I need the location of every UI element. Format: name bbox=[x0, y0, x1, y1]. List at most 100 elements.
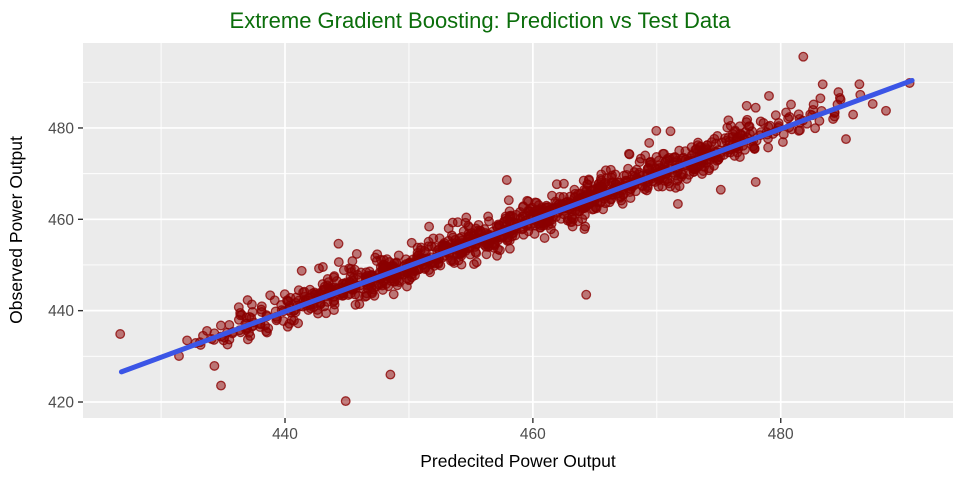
scatter-point bbox=[385, 369, 396, 380]
scatter-point bbox=[458, 226, 469, 237]
scatter-point bbox=[299, 286, 310, 297]
scatter-point bbox=[841, 134, 851, 145]
x-tick-label: 440 bbox=[272, 426, 298, 443]
scatter-point bbox=[810, 123, 821, 134]
scatter-point bbox=[881, 105, 891, 116]
scatter-point bbox=[347, 256, 358, 267]
scatter-point bbox=[362, 283, 373, 294]
scatter-point bbox=[750, 102, 761, 113]
scatter-point bbox=[644, 137, 655, 148]
scatter-point bbox=[340, 396, 351, 407]
scatter-point bbox=[423, 241, 434, 252]
scatter-point bbox=[354, 291, 364, 301]
scatter-point bbox=[233, 314, 244, 325]
scatter-point bbox=[434, 233, 445, 244]
scatter-point bbox=[735, 130, 746, 141]
scatter-point bbox=[371, 256, 382, 266]
scatter-point bbox=[665, 126, 676, 137]
scatter-point bbox=[817, 79, 828, 90]
scatter-point bbox=[672, 175, 683, 186]
y-axis-title: Observed Power Output bbox=[6, 136, 26, 324]
scatter-point bbox=[296, 265, 307, 276]
scatter-point bbox=[410, 270, 420, 281]
scatter-point bbox=[328, 296, 339, 307]
scatter-point bbox=[388, 289, 399, 300]
scatter-point bbox=[763, 142, 774, 153]
scatter-point bbox=[640, 150, 651, 161]
scatter-point bbox=[484, 216, 494, 227]
scatter-point bbox=[338, 265, 349, 276]
y-tick-label: 420 bbox=[48, 395, 74, 412]
scatter-point bbox=[854, 79, 865, 90]
scatter-point bbox=[712, 131, 723, 141]
scatter-point bbox=[216, 380, 226, 391]
scatter-point bbox=[314, 263, 324, 274]
scatter-point bbox=[502, 214, 513, 225]
scatter-point bbox=[481, 249, 492, 260]
scatter-point bbox=[523, 206, 534, 217]
scatter-point bbox=[808, 99, 819, 110]
scatter-point bbox=[758, 118, 769, 128]
scatter-point bbox=[333, 238, 344, 249]
scatter-point bbox=[711, 155, 722, 166]
scatter-point bbox=[350, 299, 361, 310]
scatter-point bbox=[321, 308, 332, 319]
scatter-point bbox=[493, 219, 504, 230]
scatter-point bbox=[786, 99, 796, 110]
scatter-point bbox=[501, 175, 512, 185]
y-tick-label: 460 bbox=[48, 212, 74, 229]
scatter-point bbox=[351, 248, 362, 259]
scatter-point bbox=[578, 175, 589, 186]
scatter-point bbox=[115, 329, 126, 339]
x-tick-label: 460 bbox=[520, 426, 546, 443]
scatter-point bbox=[625, 193, 636, 204]
scatter-point bbox=[446, 230, 457, 241]
scatter-point bbox=[835, 94, 846, 105]
scatter-point bbox=[600, 165, 611, 176]
regression-line bbox=[118, 77, 915, 375]
scatter-point bbox=[651, 125, 662, 136]
scatter-point bbox=[848, 109, 859, 120]
x-axis-title: Predecited Power Output bbox=[420, 451, 616, 471]
scatter-point bbox=[624, 149, 635, 160]
scatter-point bbox=[642, 163, 653, 174]
scatter-point bbox=[692, 140, 703, 151]
scatter-point bbox=[456, 259, 467, 270]
scatter-point bbox=[631, 164, 642, 175]
scatter-point bbox=[606, 172, 617, 183]
scatter-point bbox=[829, 111, 840, 122]
scatter-point bbox=[781, 107, 792, 118]
scatter-point bbox=[567, 221, 578, 232]
scatter-point bbox=[493, 244, 503, 255]
scatter-point bbox=[423, 265, 434, 276]
scatter-point bbox=[798, 51, 809, 62]
scatter-point bbox=[246, 299, 257, 310]
scatter-point bbox=[209, 360, 220, 371]
scatter-point bbox=[815, 93, 826, 104]
scatter-point bbox=[750, 177, 761, 187]
scatter-point bbox=[598, 204, 609, 215]
scatter-point bbox=[639, 184, 650, 195]
scatter-point bbox=[744, 121, 755, 132]
scatter-point bbox=[715, 184, 726, 195]
scatter-point bbox=[749, 144, 760, 154]
scatter-point bbox=[333, 257, 344, 268]
scatter-point bbox=[447, 217, 458, 228]
scatter-point bbox=[215, 320, 226, 331]
scatter-point bbox=[424, 221, 435, 232]
scatter-point bbox=[406, 237, 417, 248]
scatter-point bbox=[702, 140, 713, 151]
scatter-point bbox=[741, 100, 752, 111]
chart-title: Extreme Gradient Boosting: Prediction vs… bbox=[230, 8, 732, 33]
scatter-point bbox=[289, 315, 299, 326]
scatter-point bbox=[269, 295, 280, 306]
scatter-point bbox=[777, 137, 788, 148]
scatter-point bbox=[369, 290, 380, 301]
scatter-point bbox=[256, 304, 267, 315]
scatter-point bbox=[698, 166, 709, 176]
scatter-point bbox=[539, 233, 550, 243]
scatter-point bbox=[577, 214, 588, 224]
scatter-point bbox=[473, 225, 484, 236]
